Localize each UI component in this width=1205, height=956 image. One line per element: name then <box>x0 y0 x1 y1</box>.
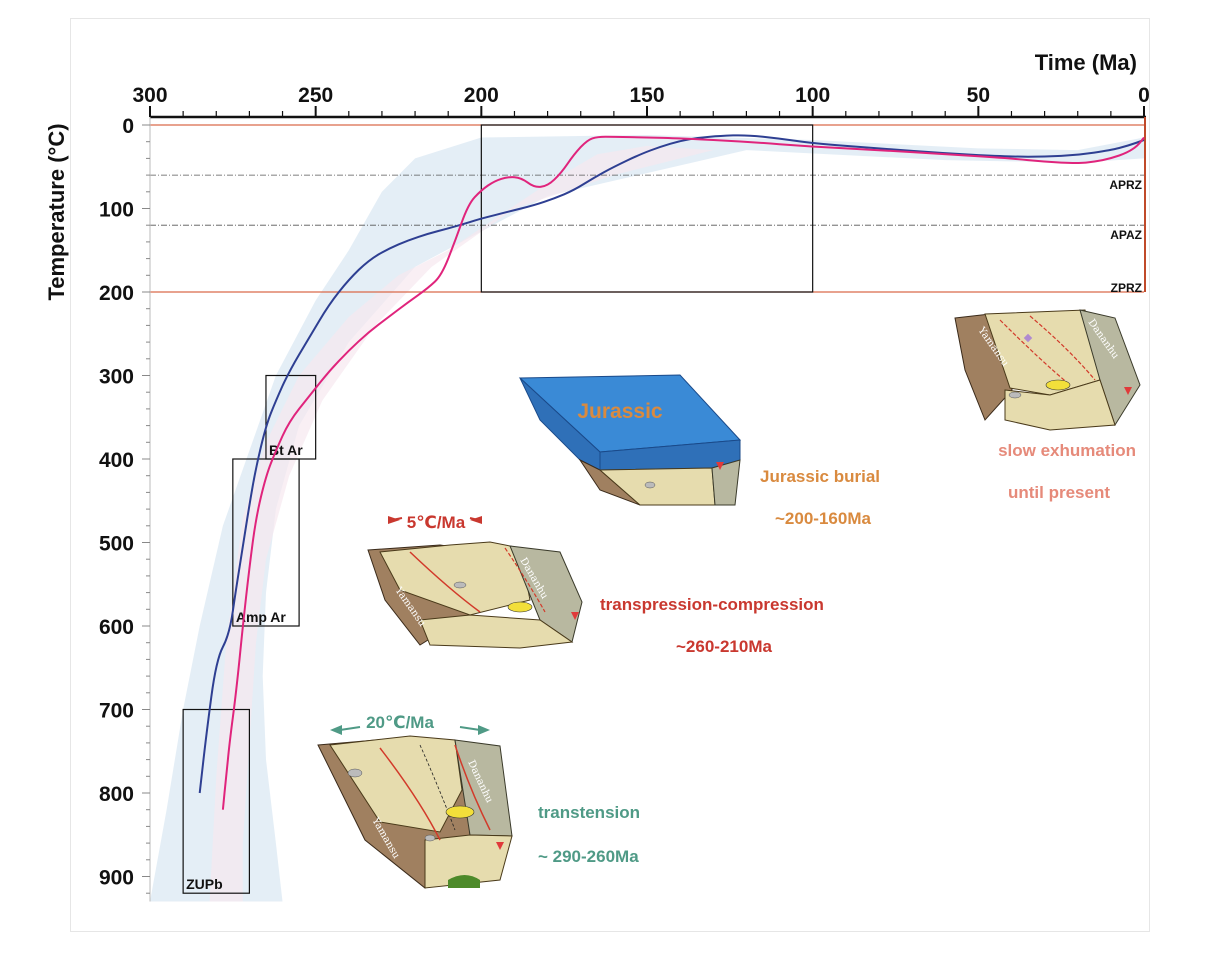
constraint-box-label: ZUPb <box>186 876 223 892</box>
x-tick-label: 50 <box>967 84 990 107</box>
x-tick-label: 250 <box>298 84 333 107</box>
block-diagram-jurassic-burial <box>518 374 742 506</box>
envelope-inner <box>209 145 714 902</box>
constraint-box-label: Amp Ar <box>236 609 287 625</box>
series-line-1 <box>198 134 1145 794</box>
x-tick-label: 0 <box>1138 84 1150 107</box>
constraint-box-jurassic-window <box>480 124 814 293</box>
x-axis-title: Time (Ma) <box>1035 50 1137 75</box>
rate-label-stage1: 20℃/Ma <box>366 713 434 732</box>
y-axis-title: Temperature (°C) <box>44 123 69 300</box>
y-tick-label: 800 <box>99 783 134 806</box>
stage-name-transtension: transtension <box>538 803 640 822</box>
y-tick-label: 200 <box>99 282 134 305</box>
x-tick-label: 100 <box>795 84 830 107</box>
series-line-2 <box>221 135 1145 810</box>
y-tick-label: 900 <box>99 867 134 890</box>
y-tick-label: 500 <box>99 533 134 556</box>
y-tick-label: 0 <box>122 115 134 138</box>
y-tick-label: 100 <box>99 199 134 222</box>
stage-name-slow-exhumation: slow exhumation <box>998 441 1136 460</box>
zone-label-aprz: APRZ <box>1109 178 1142 192</box>
stage-period-jurassic-burial: ~200-160Ma <box>775 509 871 528</box>
block-diagram-transpression: Yamansu Dananhu <box>367 516 583 649</box>
x-tick-label: 150 <box>629 84 664 107</box>
block-label-jurassic: Jurassic <box>577 400 663 423</box>
y-tick-label: 400 <box>99 449 134 472</box>
series-group <box>198 134 1145 810</box>
stage-name-jurassic-burial: Jurassic burial <box>760 467 880 486</box>
axes: 300 250 200 150 100 50 00100200300400500600700… <box>99 84 1150 902</box>
x-tick-label: 200 <box>464 84 499 107</box>
block-diagram-slow-exhumation: Yamansu Dananhu <box>954 309 1141 431</box>
zone-label-apaz: APAZ <box>1110 228 1142 242</box>
stage-period-transtension: ~ 290-260Ma <box>538 847 639 866</box>
x-tick-label: 300 <box>132 84 167 107</box>
stage-period-slow-exhumation: until present <box>1008 483 1110 502</box>
y-tick-label: 300 <box>99 366 134 389</box>
zone-label-zprz: ZPRZ <box>1111 281 1142 295</box>
constraint-box-zupb <box>182 708 251 894</box>
rate-label-stage2: 5℃/Ma <box>407 513 466 532</box>
block-diagram-transtension: Yamansu Dananhu <box>317 725 513 889</box>
stage-period-transpression: ~260-210Ma <box>676 637 772 656</box>
stage-name-transpression: transpression-compression <box>600 595 824 614</box>
constraint-box-bt-ar <box>265 374 317 460</box>
y-tick-label: 700 <box>99 700 134 723</box>
y-tick-label: 600 <box>99 616 134 639</box>
